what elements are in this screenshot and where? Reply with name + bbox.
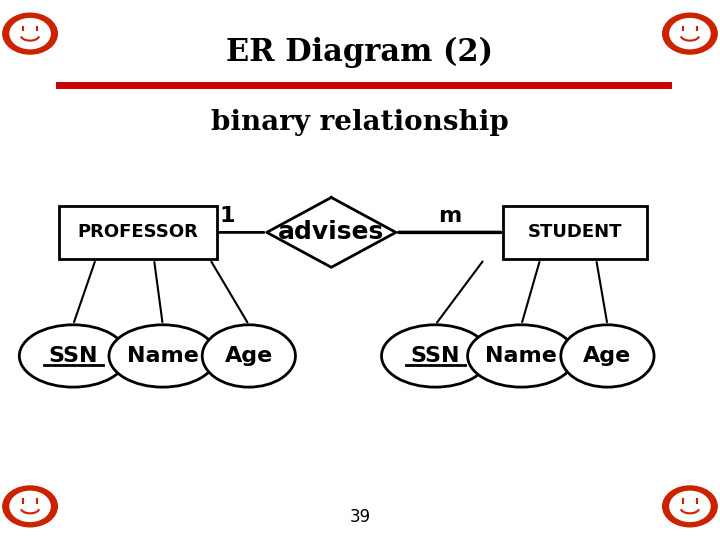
Text: PROFESSOR: PROFESSOR bbox=[77, 224, 198, 241]
Text: Age: Age bbox=[583, 346, 631, 366]
Ellipse shape bbox=[467, 325, 575, 387]
Text: Name: Name bbox=[485, 346, 557, 366]
Text: 39: 39 bbox=[349, 508, 371, 526]
Text: Age: Age bbox=[225, 346, 273, 366]
Circle shape bbox=[662, 13, 717, 54]
Polygon shape bbox=[267, 198, 396, 267]
Text: m: m bbox=[438, 206, 462, 226]
FancyBboxPatch shape bbox=[59, 206, 217, 259]
FancyBboxPatch shape bbox=[503, 206, 647, 259]
Ellipse shape bbox=[19, 325, 127, 387]
Text: SSN: SSN bbox=[48, 346, 98, 366]
Text: advises: advises bbox=[278, 220, 384, 245]
Text: SSN: SSN bbox=[410, 346, 460, 366]
Circle shape bbox=[670, 491, 710, 522]
Text: binary relationship: binary relationship bbox=[211, 109, 509, 136]
Text: Name: Name bbox=[127, 346, 199, 366]
Circle shape bbox=[10, 18, 50, 49]
Ellipse shape bbox=[561, 325, 654, 387]
Text: ER Diagram (2): ER Diagram (2) bbox=[227, 37, 493, 68]
Text: STUDENT: STUDENT bbox=[528, 224, 622, 241]
Ellipse shape bbox=[109, 325, 217, 387]
Ellipse shape bbox=[382, 325, 489, 387]
Circle shape bbox=[10, 491, 50, 522]
Text: 1: 1 bbox=[220, 206, 235, 226]
Ellipse shape bbox=[202, 325, 295, 387]
Circle shape bbox=[3, 13, 58, 54]
Circle shape bbox=[670, 18, 710, 49]
Circle shape bbox=[3, 486, 58, 527]
Circle shape bbox=[662, 486, 717, 527]
